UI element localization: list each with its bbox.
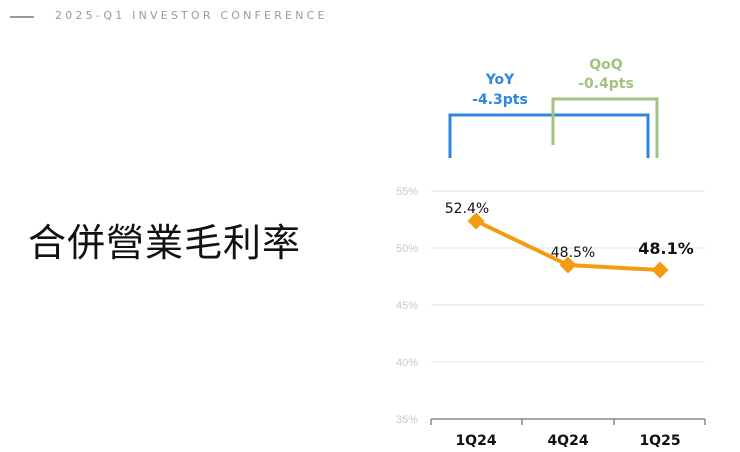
data-point (467, 212, 485, 230)
qoq-bracket: QoQ -0.4pts (551, 57, 659, 158)
yoy-label: YoY (485, 72, 515, 88)
x-axis (430, 418, 706, 425)
qoq-value: -0.4pts (578, 76, 634, 92)
data-label-latest: 48.1% (638, 239, 694, 258)
series-line (467, 212, 669, 279)
slide-title: 合併營業毛利率 (28, 221, 302, 265)
y-tick: 40% (396, 357, 418, 369)
x-axis-labels: 1Q24 4Q24 1Q25 (455, 433, 680, 449)
gridlines (431, 190, 705, 363)
data-label: 48.5% (551, 245, 595, 261)
x-tick: 1Q24 (455, 433, 496, 449)
data-point (559, 256, 577, 274)
qoq-label: QoQ (589, 57, 623, 73)
x-tick: 4Q24 (547, 433, 588, 449)
y-tick: 35% (396, 414, 418, 426)
yoy-value: -4.3pts (472, 92, 528, 108)
data-label: 52.4% (445, 201, 489, 217)
data-point (651, 261, 669, 279)
data-labels: 52.4% 48.5% 48.1% (445, 201, 694, 261)
x-tick: 1Q25 (639, 433, 680, 449)
conference-header: 2025-Q1 INVESTOR CONFERENCE (55, 9, 328, 22)
y-tick: 45% (396, 300, 418, 312)
header-rule (10, 16, 34, 18)
y-tick: 50% (396, 243, 418, 255)
yoy-bracket: YoY -4.3pts (448, 72, 650, 158)
y-tick: 55% (396, 186, 418, 198)
y-axis-labels: 55% 50% 45% 40% 35% (396, 186, 418, 426)
